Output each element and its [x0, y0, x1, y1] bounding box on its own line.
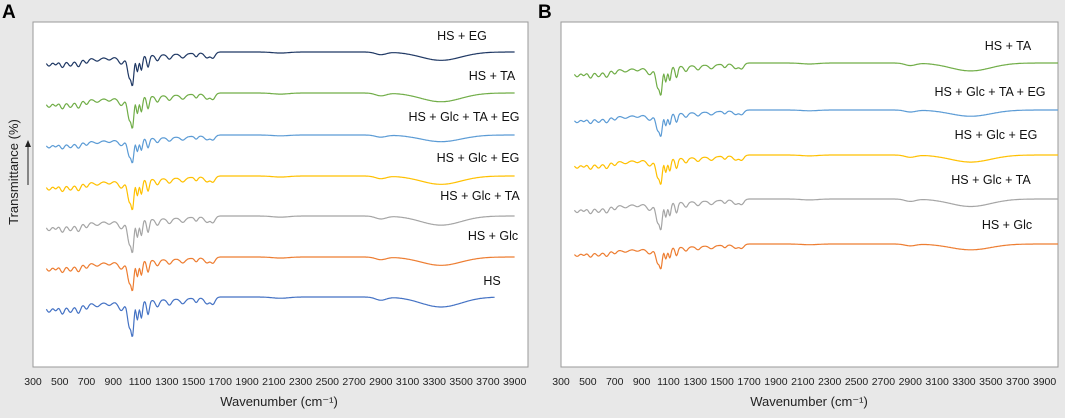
x-tick-2900: 2900: [369, 376, 393, 388]
x-tick-3700: 3700: [476, 376, 500, 388]
series-line-hs-glc-eg: [45, 175, 515, 211]
x-tick-900: 900: [633, 376, 651, 388]
x-tick-900: 900: [105, 376, 123, 388]
x-tick-1900: 1900: [235, 376, 259, 388]
series-label-hs-glc-ta-eg: HS + Glc + TA + EG: [934, 85, 1045, 99]
x-tick-1500: 1500: [711, 376, 735, 388]
series-line-hs-glc-eg: [573, 154, 1058, 185]
series-label-hs-eg: HS + EG: [437, 29, 487, 43]
series-label-hs-glc: HS + Glc: [468, 229, 518, 243]
series-line-hs-glc-ta-eg: [45, 134, 515, 164]
x-tick-2300: 2300: [289, 376, 313, 388]
panel-b-plot-area: [560, 21, 1059, 368]
panel-a-x-ticks: 300 500 700 900 1100 1300 1500 1700 1900 2100 2300…: [24, 376, 526, 388]
x-tick-3900: 3900: [1033, 376, 1057, 388]
x-tick-1700: 1700: [209, 376, 233, 388]
series-line-hs-glc: [574, 243, 1058, 270]
x-tick-1700: 1700: [737, 376, 761, 388]
series-label-hs-glc-ta: HS + Glc + TA: [440, 189, 520, 203]
x-tick-1100: 1100: [129, 376, 152, 388]
panel-b-spectra: [573, 62, 1058, 270]
series-label-hs-glc-ta-eg: HS + Glc + TA + EG: [408, 110, 519, 124]
x-tick-1300: 1300: [684, 376, 708, 388]
series-label-hs-glc: HS + Glc: [982, 218, 1032, 232]
x-tick-3500: 3500: [449, 376, 473, 388]
panel-a-y-axis-title: Transmittance (%): [6, 119, 21, 225]
x-tick-2300: 2300: [818, 376, 842, 388]
x-tick-3300: 3300: [952, 376, 976, 388]
panel-a-plot-area: [32, 21, 529, 368]
panel-a-y-axis-title-group: Transmittance (%): [6, 119, 31, 225]
x-tick-300: 300: [552, 376, 570, 388]
panel-a-spectra: [45, 51, 515, 337]
x-tick-2700: 2700: [872, 376, 896, 388]
panel-a-series-labels: HS + EG HS + TA HS + Glc + TA + EG HS + Glc…: [408, 29, 520, 288]
x-tick-700: 700: [606, 376, 624, 388]
series-line-hs-ta: [573, 62, 1058, 96]
series-label-hs-glc-eg: HS + Glc + EG: [437, 151, 520, 165]
series-label-hs-glc-eg: HS + Glc + EG: [955, 128, 1038, 142]
x-tick-3100: 3100: [925, 376, 949, 388]
x-tick-500: 500: [579, 376, 597, 388]
series-label-hs: HS: [483, 274, 500, 288]
x-tick-3500: 3500: [979, 376, 1003, 388]
panel-a: A 300 500 700 900 1100 1300 1500 1700 1900 2100 23…: [2, 2, 529, 409]
panel-b-x-axis-title: Wavenumber (cm⁻¹): [750, 394, 868, 409]
series-line-hs-ta: [45, 92, 515, 129]
x-tick-700: 700: [78, 376, 96, 388]
panel-b: B 300 500 700 900 1100 1300 1500 1700 1900 2100 23…: [538, 2, 1059, 409]
x-tick-2100: 2100: [262, 376, 286, 388]
panel-b-letter: B: [538, 2, 552, 23]
series-line-hs-glc-ta: [573, 198, 1058, 231]
panel-b-x-ticks: 300 500 700 900 1100 1300 1500 1700 1900 2100 2300…: [552, 376, 1056, 388]
panel-a-x-axis-title: Wavenumber (cm⁻¹): [220, 394, 338, 409]
x-tick-1300: 1300: [155, 376, 179, 388]
x-tick-3700: 3700: [1006, 376, 1030, 388]
y-axis-arrow-icon: [25, 140, 31, 147]
x-tick-3900: 3900: [503, 376, 527, 388]
x-tick-1100: 1100: [657, 376, 680, 388]
series-label-hs-ta: HS + TA: [469, 69, 516, 83]
x-tick-500: 500: [51, 376, 69, 388]
x-tick-3300: 3300: [423, 376, 447, 388]
x-tick-2900: 2900: [899, 376, 923, 388]
panel-a-letter: A: [2, 2, 16, 23]
series-label-hs-glc-ta: HS + Glc + TA: [951, 173, 1031, 187]
x-tick-1500: 1500: [182, 376, 206, 388]
x-tick-2700: 2700: [342, 376, 366, 388]
series-line-hs-eg: [45, 51, 515, 87]
x-tick-2500: 2500: [316, 376, 340, 388]
x-tick-3100: 3100: [396, 376, 420, 388]
series-line-hs-glc: [45, 256, 515, 292]
x-tick-300: 300: [24, 376, 42, 388]
panel-b-series-labels: HS + TA HS + Glc + TA + EG HS + Glc + EG HS…: [934, 39, 1045, 232]
x-tick-2100: 2100: [791, 376, 815, 388]
x-tick-1900: 1900: [764, 376, 788, 388]
x-tick-2500: 2500: [845, 376, 869, 388]
series-line-hs: [45, 296, 495, 337]
series-label-hs-ta: HS + TA: [985, 39, 1032, 53]
series-line-hs-glc-ta: [45, 215, 515, 254]
series-line-hs-glc-ta-eg: [574, 109, 1058, 137]
